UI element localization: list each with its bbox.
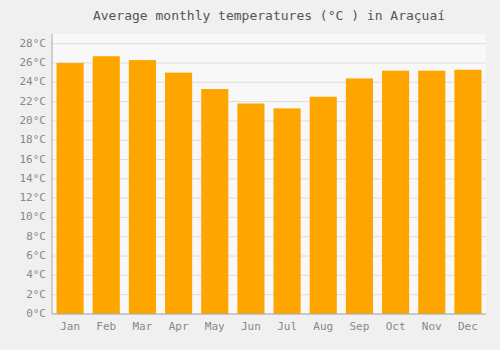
y-axis-line — [52, 34, 53, 314]
bar — [93, 56, 120, 314]
y-tick-label: 16°C — [20, 153, 47, 166]
page: {"chart_data": {"type": "bar", "title": … — [0, 0, 500, 350]
y-tick-label: 14°C — [20, 172, 47, 185]
bar — [346, 78, 373, 314]
plot-background — [52, 34, 486, 314]
y-tick-label: 28°C — [20, 37, 47, 50]
chart-container: 0°C 2°C 4°C 6°C 8°C 10°C 12°C 14°C 16°C 18°C 20°C 2… — [0, 0, 500, 350]
grid-line — [52, 43, 486, 44]
y-tick-label: 24°C — [20, 75, 47, 88]
y-tick-label: 26°C — [20, 56, 47, 69]
bars — [57, 56, 482, 314]
bar — [454, 70, 481, 314]
x-tick-label: Apr — [169, 320, 189, 333]
bar — [310, 97, 337, 314]
x-tick-label: Dec — [458, 320, 478, 333]
x-tick-label: Jul — [277, 320, 297, 333]
bar — [201, 89, 228, 314]
x-tick-label: Aug — [313, 320, 333, 333]
bar — [129, 60, 156, 314]
bar — [274, 108, 301, 314]
y-tick-label: 10°C — [20, 210, 47, 223]
y-tick-label: 0°C — [26, 307, 46, 320]
x-axis-line — [52, 314, 486, 315]
x-tick-label: Nov — [422, 320, 442, 333]
chart: 0°C 2°C 4°C 6°C 8°C 10°C 12°C 14°C 16°C 18°C 20°C 2… — [0, 0, 500, 350]
y-tick-label: 6°C — [26, 249, 46, 262]
x-axis: Jan Feb Mar Apr May Jun Jul Aug Sep Oct Nov Dec — [60, 320, 478, 333]
y-axis: 0°C 2°C 4°C 6°C 8°C 10°C 12°C 14°C 16°C 18°C 20°C 2… — [20, 37, 487, 320]
bar — [237, 104, 264, 314]
x-tick-label: Mar — [132, 320, 152, 333]
x-tick-label: Jan — [60, 320, 80, 333]
x-tick-label: Oct — [386, 320, 406, 333]
x-tick-label: Jun — [241, 320, 261, 333]
background — [0, 0, 500, 350]
x-tick-label: Feb — [96, 320, 116, 333]
y-tick-label: 8°C — [26, 230, 46, 243]
bar — [382, 71, 409, 314]
bar — [165, 73, 192, 314]
y-tick-label: 22°C — [20, 95, 47, 108]
y-tick-label: 4°C — [26, 268, 46, 281]
y-tick-label: 2°C — [26, 288, 46, 301]
grid-line — [52, 314, 486, 315]
x-tick-label: Sep — [349, 320, 369, 333]
bar — [57, 63, 84, 314]
title: Average monthly temperatures (°C ) in Ar… — [93, 8, 445, 23]
y-tick-label: 20°C — [20, 114, 47, 127]
bar — [418, 71, 445, 314]
x-tick-label: May — [205, 320, 225, 333]
y-tick-label: 18°C — [20, 133, 47, 146]
y-tick-label: 12°C — [20, 191, 47, 204]
